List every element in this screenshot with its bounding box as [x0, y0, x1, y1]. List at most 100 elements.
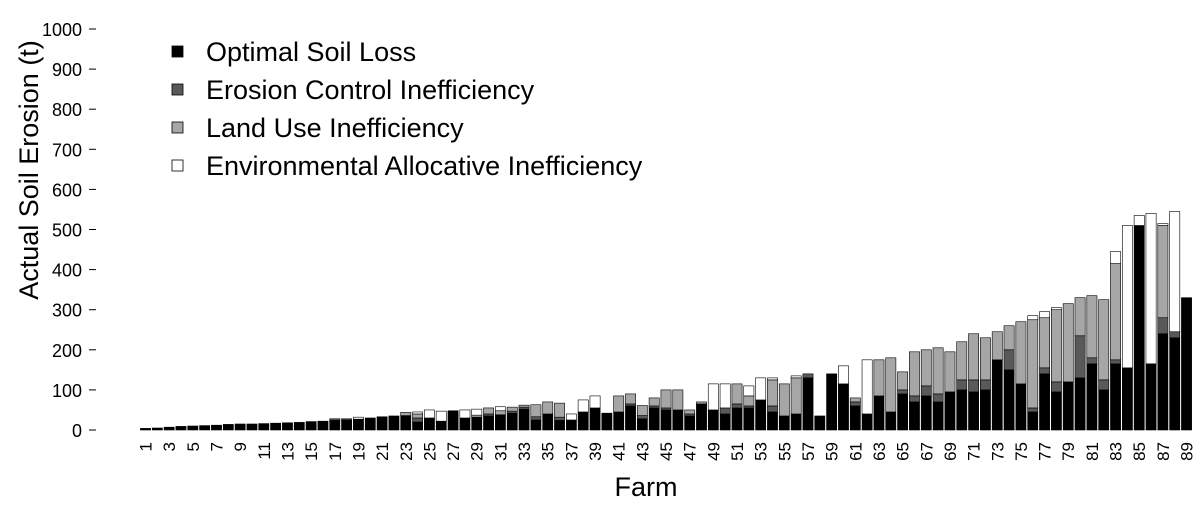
bar-segment — [861, 413, 873, 431]
bar-segment — [920, 385, 932, 397]
bar-segment — [1098, 299, 1110, 381]
bar-segment — [897, 389, 909, 395]
x-tick-label: 39 — [586, 442, 605, 461]
bar-segment — [412, 413, 423, 419]
bar-segment — [317, 420, 329, 431]
legend-label: Land Use Inefficiency — [206, 113, 464, 143]
bar-segment — [1003, 325, 1015, 351]
bar-segment — [400, 415, 412, 431]
bar-segment — [175, 426, 187, 431]
x-tick-label: 59 — [823, 442, 842, 461]
x-tick-label: 89 — [1178, 442, 1197, 461]
bar-segment — [471, 416, 483, 431]
y-tick-label: 1000 — [42, 20, 82, 40]
x-axis: 1 3 5 7 9 11 13 15 17 19 21 23 25 27 29 31 33 35 37 39 41 43 4… — [137, 442, 1197, 461]
bar-segment — [222, 424, 234, 431]
x-tick-label: 61 — [846, 442, 865, 461]
bar-segment — [1110, 363, 1121, 431]
bar-segment — [1169, 211, 1181, 333]
bar-segment — [968, 379, 979, 393]
bar-segment — [1039, 373, 1050, 431]
bar-segment — [636, 405, 648, 416]
bar-segment — [1015, 321, 1027, 385]
bar-segment — [1086, 295, 1098, 359]
legend: Optimal Soil Loss Erosion Control Ineffic… — [171, 37, 643, 181]
bar-segment — [956, 389, 968, 431]
bar-segment — [1098, 379, 1110, 391]
bar-segment — [412, 417, 423, 423]
bar-segment — [826, 373, 838, 431]
bar-segment — [140, 428, 151, 431]
bar-segment — [909, 351, 920, 397]
x-tick-label: 29 — [468, 442, 487, 461]
bar-segment — [565, 419, 577, 431]
bar-segment — [305, 421, 317, 431]
bar-segment — [849, 401, 861, 407]
bar-segment — [1051, 307, 1062, 310]
bar-segment — [1027, 315, 1039, 321]
bar-segment — [1145, 363, 1157, 431]
bar-segment — [1039, 367, 1050, 375]
bar-segment — [1169, 331, 1181, 339]
bar-segment — [731, 403, 743, 409]
y-tick-label: 700 — [52, 140, 82, 160]
bar-segment — [980, 337, 991, 381]
x-tick-label: 7 — [207, 442, 226, 451]
bar-segment — [767, 377, 778, 381]
bar-segment — [1169, 337, 1181, 431]
bar-segment — [648, 407, 660, 431]
x-tick-label: 9 — [231, 442, 250, 451]
x-tick-label: 85 — [1130, 442, 1149, 461]
bar-segment — [353, 418, 364, 431]
legend-swatch — [171, 121, 184, 134]
bar-segment — [542, 401, 554, 415]
bar-segment — [329, 420, 341, 431]
bar-segment — [944, 351, 956, 393]
x-tick-label: 63 — [870, 442, 889, 461]
bar-segment — [719, 413, 731, 431]
x-tick-label: 43 — [633, 442, 652, 461]
bar-segment — [909, 401, 920, 431]
bar-segment — [731, 407, 743, 431]
bar-segment — [447, 410, 459, 431]
bar-segment — [991, 359, 1003, 431]
bar-segment — [1110, 359, 1121, 365]
bar-segment — [494, 410, 506, 416]
x-tick-label: 75 — [1012, 442, 1031, 461]
bar-segment — [838, 383, 849, 431]
bar-segment — [1074, 377, 1086, 431]
bar-segment — [1098, 389, 1110, 431]
x-tick-label: 13 — [278, 442, 297, 461]
bar-segment — [412, 411, 423, 415]
bar-segment — [956, 379, 968, 391]
bar-segment — [660, 389, 672, 409]
bar-segment — [778, 415, 790, 431]
y-axis-label: Actual Soil Erosion (t) — [14, 40, 44, 300]
bar-segment — [353, 416, 364, 420]
bar-segment — [258, 423, 270, 431]
legend-swatch — [171, 83, 184, 96]
bar-segment — [1110, 263, 1121, 361]
bar-segment — [1157, 317, 1169, 335]
bar-segment — [648, 397, 660, 407]
bar-segment — [1121, 225, 1133, 369]
x-tick-label: 81 — [1083, 442, 1102, 461]
bar-segment — [743, 407, 755, 431]
bar-segment — [849, 397, 861, 403]
bar-segment — [790, 413, 802, 431]
bar-segment — [151, 427, 163, 431]
bar-segment — [613, 411, 625, 431]
bar-segment — [838, 365, 849, 385]
bar-segment — [424, 409, 435, 419]
bar-segment — [790, 375, 802, 379]
x-tick-label: 87 — [1154, 442, 1173, 461]
bar-segment — [625, 393, 636, 405]
bar-segment — [494, 406, 506, 412]
bar-segment — [885, 357, 897, 413]
legend-label: Erosion Control Inefficiency — [206, 75, 535, 105]
x-tick-label: 25 — [420, 442, 439, 461]
bar-segment — [909, 395, 920, 403]
bar-segment — [991, 331, 1003, 361]
bar-segment — [412, 421, 423, 431]
bar-segment — [483, 413, 494, 417]
